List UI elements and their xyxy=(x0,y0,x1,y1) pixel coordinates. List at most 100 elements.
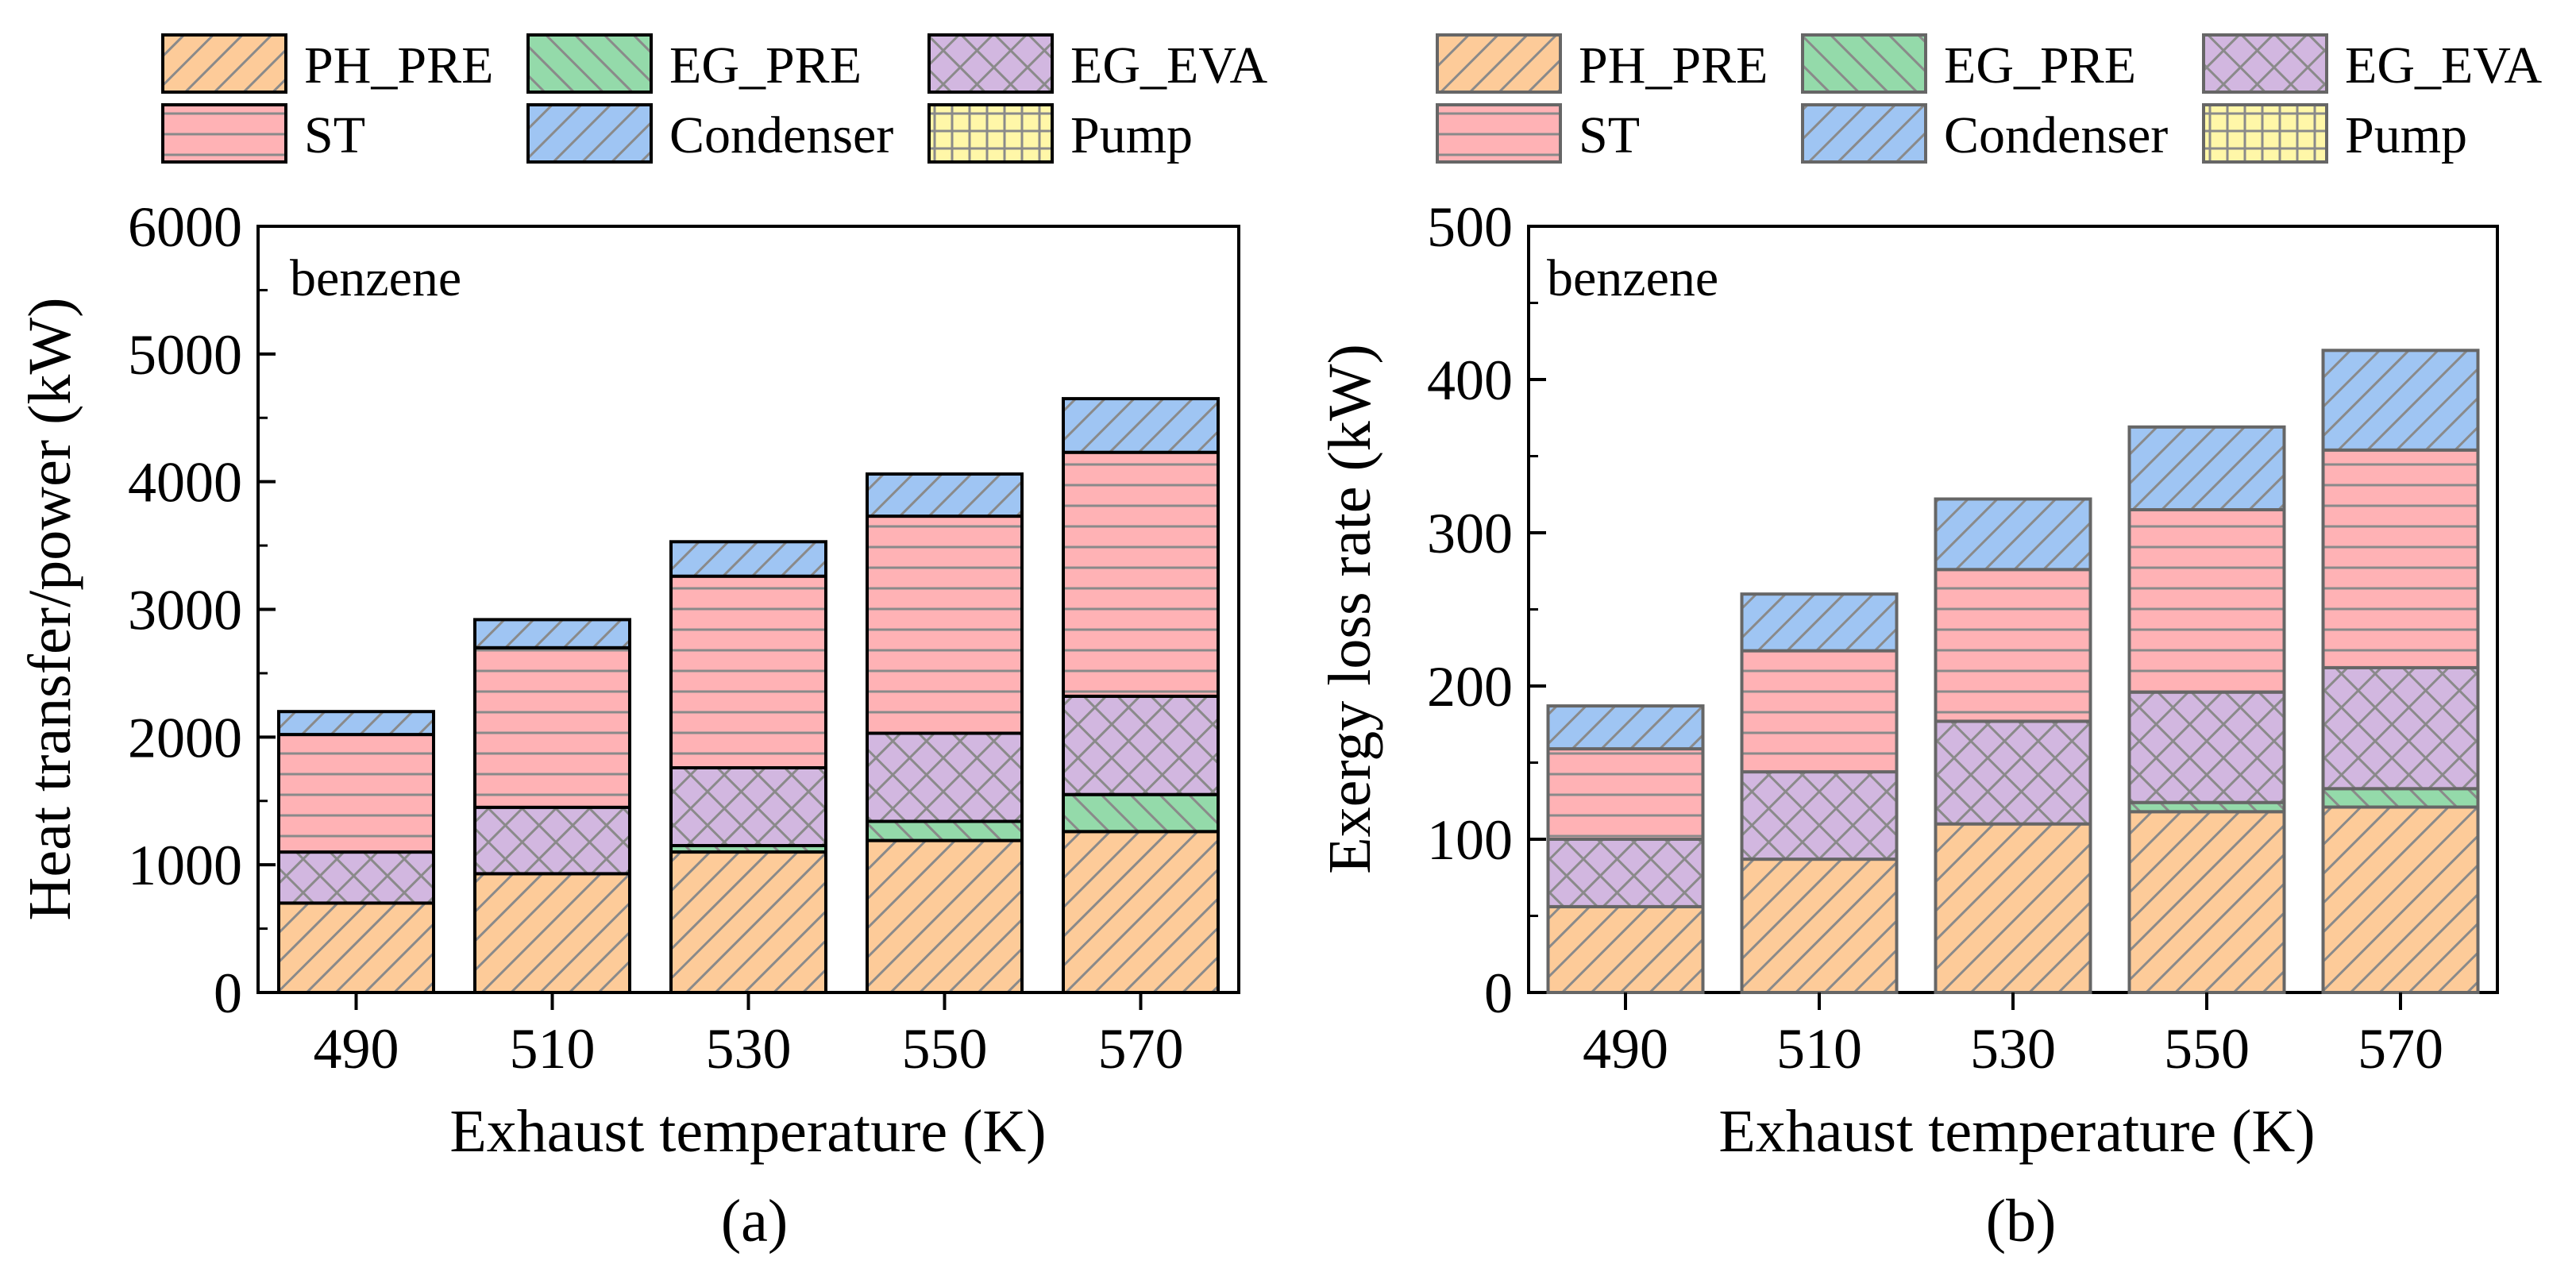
panel-b-bars xyxy=(1546,349,2480,995)
panel-a-x-tick-label: 510 xyxy=(510,1017,596,1081)
panel-b-x-tick-label: 510 xyxy=(1776,1017,1862,1081)
panel-b-bar-eg-eva-510 xyxy=(1740,770,1899,861)
panel-b-exergy-loss-chart: PH_PRE EG_PRE EG_EVA ST Condenser Pump 0 100 20… xyxy=(1317,33,2542,1255)
panel-b-bar-eg-eva-530 xyxy=(1934,719,2092,826)
panel-b-y-tick-label: 300 xyxy=(1427,502,1513,565)
panel-b-y-tick-label: 500 xyxy=(1427,195,1513,259)
panel-a-bar-eg-pre-550 xyxy=(866,819,1024,842)
panel-b-legend: PH_PRE EG_PRE EG_EVA ST Condenser Pump xyxy=(1436,33,2542,164)
panel-b-bar-condenser-570 xyxy=(2321,349,2480,452)
panel-b-bar-eg-eva-490 xyxy=(1546,838,1705,908)
panel-a-bar-ph-pre-550 xyxy=(866,838,1024,994)
panel-a-bar-st-570 xyxy=(1062,450,1220,698)
panel-b-bar-st-550 xyxy=(2127,508,2286,694)
panel-a-y-tick-label: 1000 xyxy=(128,834,242,897)
panel-b-legend-label-eg-eva: EG_EVA xyxy=(2345,37,2542,94)
panel-b-y-tick-label: 400 xyxy=(1427,349,1513,412)
panel-b-x-tick-label: 490 xyxy=(1583,1017,1668,1081)
panel-b-legend-label-st: ST xyxy=(1579,106,1640,164)
panel-a-legend-swatch-eg-eva xyxy=(927,33,1054,94)
panel-b-y-tick-label: 100 xyxy=(1427,808,1513,872)
panel-b-legend-swatch-st xyxy=(1436,103,1562,164)
panel-a-legend-swatch-condenser xyxy=(526,103,653,164)
panel-b-bar-ph-pre-490 xyxy=(1546,904,1705,995)
panel-a-bar-eg-eva-550 xyxy=(866,731,1024,823)
panel-b-legend-label-ph-pre: PH_PRE xyxy=(1579,37,1768,94)
panel-a-legend-swatch-st xyxy=(161,103,287,164)
panel-b-legend-swatch-ph-pre xyxy=(1436,33,1562,94)
panel-a-axes: 0 1000 2000 3000 4000 5000 6000 490 510 530 550 570 xyxy=(128,195,1184,1081)
panel-b-legend-label-eg-pre: EG_PRE xyxy=(1944,37,2136,94)
panel-b-bar-condenser-550 xyxy=(2127,425,2286,511)
panel-a-x-tick-label: 570 xyxy=(1098,1017,1184,1081)
panel-a-bar-ph-pre-570 xyxy=(1062,830,1220,995)
panel-b-x-tick-label: 570 xyxy=(2358,1017,2443,1081)
panel-a-bar-eg-eva-510 xyxy=(473,805,631,876)
panel-a-x-axis-label: Exhaust temperature (K) xyxy=(449,1098,1046,1165)
panel-b-bar-eg-pre-570 xyxy=(2321,787,2480,809)
panel-b-legend-label-condenser: Condenser xyxy=(1944,106,2168,164)
panel-b-bar-eg-eva-550 xyxy=(2127,690,2286,804)
panel-b-x-tick-label: 550 xyxy=(2164,1017,2250,1081)
panel-a-legend-swatch-ph-pre xyxy=(161,33,287,94)
panel-b-x-axis-label: Exhaust temperature (K) xyxy=(1718,1098,2315,1165)
panel-a-y-tick-label: 0 xyxy=(214,962,242,1025)
panel-a-heat-transfer-chart: PH_PRE EG_PRE EG_EVA ST Condenser Pump 0 1000 2… xyxy=(17,33,1267,1255)
panel-b-y-axis-label: Exergy loss rate (kW) xyxy=(1317,344,1383,874)
panel-b-legend-swatch-eg-eva xyxy=(2202,33,2328,94)
panel-a-bar-eg-eva-530 xyxy=(669,765,827,848)
panel-a-bar-ph-pre-530 xyxy=(669,850,827,994)
panel-b-bar-eg-eva-570 xyxy=(2321,665,2480,791)
panel-b-x-tick-label: 530 xyxy=(1970,1017,2056,1081)
panel-a-legend-swatch-pump xyxy=(927,103,1054,164)
panel-a-bar-eg-pre-570 xyxy=(1062,792,1220,834)
panel-a-legend-label-eg-pre: EG_PRE xyxy=(669,37,862,94)
panel-a-bar-condenser-550 xyxy=(866,472,1024,518)
panel-b-legend-label-pump: Pump xyxy=(2345,106,2467,164)
panel-a-y-tick-label: 4000 xyxy=(128,451,242,515)
panel-a-legend-label-pump: Pump xyxy=(1070,106,1193,164)
panel-a-x-tick-label: 490 xyxy=(314,1017,399,1081)
panel-b-annotation: benzene xyxy=(1547,249,1718,307)
panel-a-legend-label-condenser: Condenser xyxy=(669,106,893,164)
panel-b-bar-ph-pre-530 xyxy=(1934,822,2092,994)
panel-b-bar-ph-pre-550 xyxy=(2127,810,2286,994)
panel-b-legend-swatch-condenser xyxy=(1801,103,1927,164)
panel-b-legend-swatch-pump xyxy=(2202,103,2328,164)
panel-a-bar-ph-pre-510 xyxy=(473,872,631,995)
panel-a-y-tick-label: 3000 xyxy=(128,579,242,642)
panel-b-bar-condenser-490 xyxy=(1546,704,1705,751)
panel-a-y-axis-label: Heat transfer/power (kW) xyxy=(17,298,83,921)
panel-a-legend: PH_PRE EG_PRE EG_EVA ST Condenser Pump xyxy=(161,33,1267,164)
panel-b-bar-st-530 xyxy=(1934,568,2092,723)
panel-a-y-tick-label: 2000 xyxy=(128,706,242,769)
panel-a-annotation: benzene xyxy=(290,249,461,307)
panel-b-bar-st-510 xyxy=(1740,649,1899,774)
panel-a-legend-swatch-eg-pre xyxy=(526,33,653,94)
panel-a-bar-st-490 xyxy=(277,733,435,854)
panel-b-bar-st-490 xyxy=(1546,747,1705,841)
panel-a-y-tick-label: 5000 xyxy=(128,323,242,387)
panel-a-bar-st-530 xyxy=(669,574,827,770)
panel-a-x-tick-label: 530 xyxy=(706,1017,792,1081)
panel-a-bar-ph-pre-490 xyxy=(277,901,435,995)
panel-b-bar-st-570 xyxy=(2321,448,2480,669)
panel-a-bars xyxy=(277,397,1220,995)
panel-a-bar-st-550 xyxy=(866,515,1024,735)
panel-a-legend-label-eg-eva: EG_EVA xyxy=(1070,37,1267,94)
panel-b-bar-ph-pre-570 xyxy=(2321,805,2480,994)
panel-a-bar-st-510 xyxy=(473,646,631,809)
panel-b-bar-ph-pre-510 xyxy=(1740,858,1899,994)
panel-a-bar-eg-eva-570 xyxy=(1062,694,1220,796)
panel-b-caption: (b) xyxy=(1986,1188,2057,1255)
panel-a-bar-condenser-570 xyxy=(1062,397,1220,454)
panel-a-bar-condenser-530 xyxy=(669,540,827,578)
panel-a-bar-eg-eva-490 xyxy=(277,850,435,905)
panel-b-axes: 0 100 200 300 400 500 490 510 530 550 570 xyxy=(1427,195,2443,1081)
panel-a-bar-condenser-490 xyxy=(277,710,435,737)
panel-b-y-tick-label: 0 xyxy=(1484,962,1513,1025)
panel-a-legend-label-st: ST xyxy=(304,106,365,164)
panel-a-caption: (a) xyxy=(721,1188,788,1255)
panel-b-y-tick-label: 200 xyxy=(1427,655,1513,719)
